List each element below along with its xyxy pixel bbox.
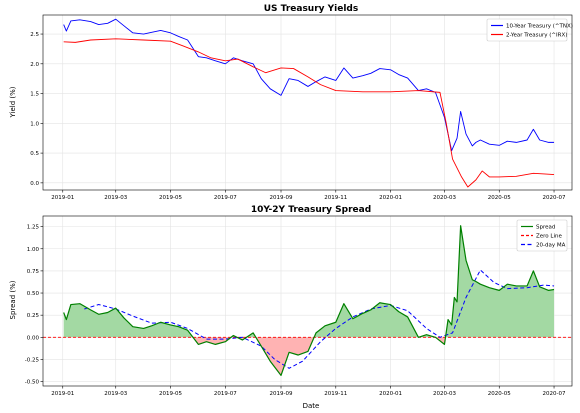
x-tick-label: 2020-01 [379,195,402,201]
x-tick-label: 2020-07 [543,195,566,201]
x-tick-label: 2019-07 [214,195,237,201]
y-tick-label: 0.25 [27,313,40,319]
yields-grid [43,15,572,190]
y-tick-label: 1.5 [30,92,39,98]
yields-ylabel: Yield (%) [9,86,17,118]
y-tick-label: 1.25 [27,225,40,231]
spread-negative-fill [192,337,446,376]
x-tick-label: 2019-11 [324,391,347,397]
spread-xlabel: Date [303,402,320,410]
x-tick-label: 2019-11 [324,195,347,201]
y-tick-label: 0.0 [30,181,39,187]
yields-x-ticks: 2019-01 2019-03 2019-05 2019-07 2019-09 2019-… [51,190,566,201]
spread-chart: 10Y-2Y Treasury Spread Spread (%) Date 2… [9,205,573,410]
x-tick-label: 2020-03 [433,391,456,397]
spread-line [63,225,555,376]
x-tick-label: 2019-09 [270,391,293,397]
yields-title: US Treasury Yields [264,4,358,14]
x-tick-label: 2019-01 [51,391,74,397]
spread-plot-area [43,225,572,376]
yields-plot-area [63,18,555,188]
y-tick-label: 2.5 [30,32,39,38]
spread-axes-frame [42,215,573,387]
y-tick-label: -0.25 [25,357,40,363]
spread-title: 10Y-2Y Treasury Spread [251,205,371,215]
spread-legend: Spread Zero Line 20-day MA [516,219,568,252]
x-tick-label: 2019-09 [270,195,293,201]
yields-chart: US Treasury Yields Yield (%) 2019-01 2019… [9,4,573,201]
x-tick-label: 2019-07 [214,391,237,397]
y-tick-label: 2.0 [30,62,39,68]
yield-series-line [63,38,555,188]
yields-y-ticks: 0.0 0.5 1.0 1.5 2.0 2.5 [30,32,43,187]
ma-line [84,269,555,369]
x-tick-label: 2020-05 [488,195,511,201]
spread-positive-fill [63,225,555,338]
legend-label: 20-day MA [536,243,566,249]
x-tick-label: 2020-07 [543,391,566,397]
x-tick-label: 2020-03 [433,195,456,201]
spread-y-ticks: -0.50 -0.25 0.00 0.25 0.50 0.75 1.00 1.25 [25,225,43,386]
yield-series-line [63,18,555,152]
spread-x-ticks: 2019-01 2019-03 2019-05 2019-07 2019-09 2019-… [51,386,566,397]
legend-label: Spread [536,225,555,231]
x-tick-label: 2019-05 [159,195,182,201]
x-tick-label: 2019-05 [159,391,182,397]
legend-label: 10-Year Treasury (^TNX) [506,24,573,30]
yields-legend: 10-Year Treasury (^TNX) 2-Year Treasury (… [486,18,573,42]
legend-label: 2-Year Treasury (^IRX) [506,33,567,39]
x-tick-label: 2020-01 [379,391,402,397]
y-tick-label: -0.50 [25,380,40,386]
spread-ylabel: Spread (%) [9,280,17,319]
yields-axes-frame [42,14,573,191]
legend-label: Zero Line [536,234,562,240]
y-tick-label: 0.75 [27,269,40,275]
y-tick-label: 0.50 [27,291,40,297]
legend-box [486,18,568,42]
x-tick-label: 2020-05 [488,391,511,397]
y-tick-label: 0.00 [27,335,40,341]
legend-box [516,219,568,252]
y-tick-label: 1.0 [30,121,39,127]
x-tick-label: 2019-03 [104,391,127,397]
y-tick-label: 1.00 [27,247,40,253]
x-tick-label: 2019-03 [104,195,127,201]
x-tick-label: 2019-01 [51,195,74,201]
y-tick-label: 0.5 [30,151,39,157]
